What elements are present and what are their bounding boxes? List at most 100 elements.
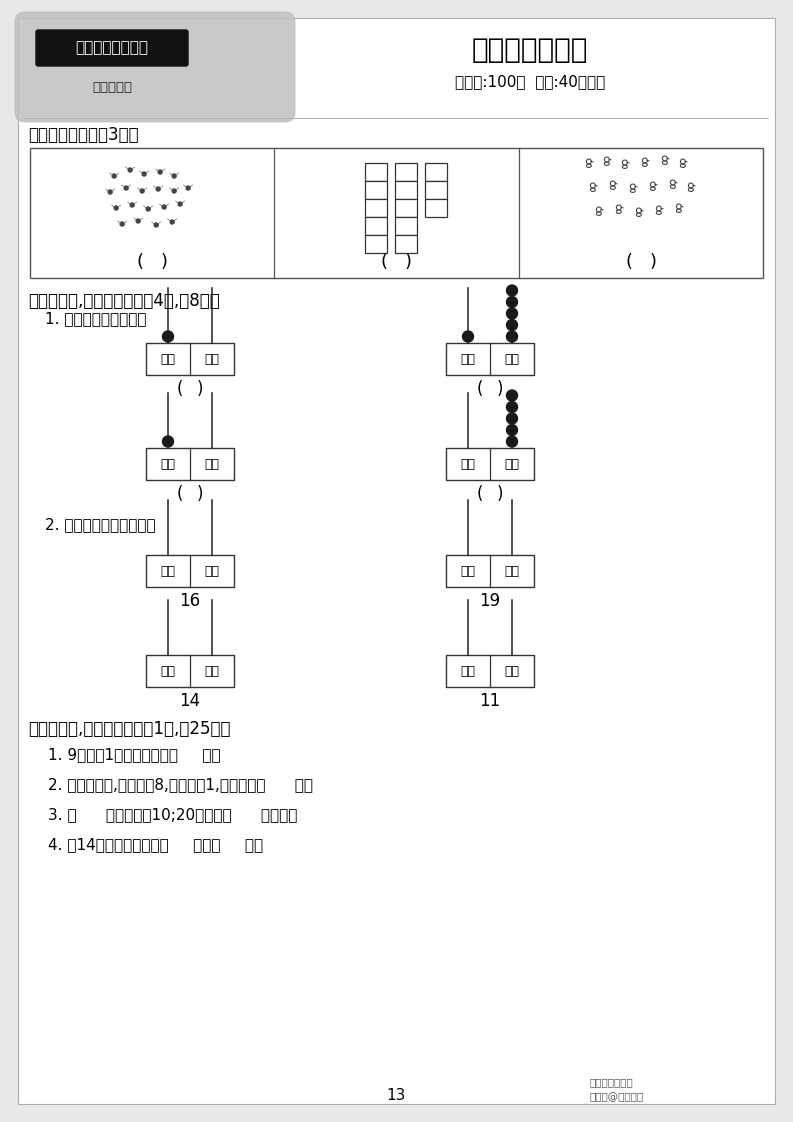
Circle shape: [130, 203, 134, 206]
Text: 十位: 十位: [160, 664, 175, 678]
Text: 三、想一想,填一填。（每硨1分,刑25分）: 三、想一想,填一填。（每硨1分,刑25分）: [28, 720, 231, 738]
Bar: [365, 199, 386, 217]
Circle shape: [507, 402, 518, 413]
Text: 一年级数学（上）: 一年级数学（上）: [75, 40, 148, 55]
Circle shape: [172, 188, 176, 193]
Text: (: (: [177, 485, 183, 503]
Circle shape: [125, 186, 128, 190]
Circle shape: [140, 188, 144, 193]
Circle shape: [462, 331, 473, 342]
Bar: [365, 163, 386, 181]
Circle shape: [507, 390, 518, 401]
Text: (: (: [136, 252, 144, 272]
Circle shape: [172, 174, 176, 178]
Bar: [394, 199, 416, 217]
Bar: [146, 448, 234, 480]
Text: 11: 11: [480, 692, 500, 710]
Text: 十位: 十位: [461, 352, 476, 366]
Text: 十位: 十位: [461, 564, 476, 578]
Circle shape: [146, 206, 150, 211]
Text: 16: 16: [179, 592, 201, 610]
Text: 搜狐号@积精满斗: 搜狐号@积精满斗: [590, 1092, 644, 1102]
Bar: [30, 148, 763, 278]
Text: 1. 写出下图表示的数。: 1. 写出下图表示的数。: [45, 312, 147, 327]
Circle shape: [136, 219, 140, 223]
Circle shape: [507, 285, 518, 296]
Circle shape: [121, 222, 125, 226]
Bar: [146, 555, 234, 587]
Text: 十位: 十位: [461, 664, 476, 678]
Circle shape: [507, 309, 518, 319]
Text: 个位: 个位: [205, 352, 220, 366]
Text: ): ): [161, 252, 167, 272]
Text: 13: 13: [386, 1087, 406, 1103]
Bar: [146, 343, 234, 375]
Text: （满分:100分  时间:40分钟）: （满分:100分 时间:40分钟）: [455, 74, 605, 90]
Text: 十位: 十位: [160, 458, 175, 470]
Text: 个位: 个位: [205, 664, 220, 678]
Circle shape: [142, 172, 146, 176]
Text: 个位: 个位: [205, 458, 220, 470]
Text: (: (: [477, 485, 483, 503]
Circle shape: [162, 205, 167, 209]
FancyBboxPatch shape: [15, 12, 295, 122]
Bar: [446, 655, 534, 687]
Circle shape: [112, 174, 116, 178]
Bar: [424, 181, 446, 199]
Bar: [446, 448, 534, 480]
Text: 一、看图写数。（3分）: 一、看图写数。（3分）: [28, 126, 139, 144]
Text: 3. （      ）个一组成10;20里面有（      ）个十。: 3. （ ）个一组成10;20里面有（ ）个十。: [48, 808, 297, 822]
FancyBboxPatch shape: [36, 30, 188, 66]
Text: ): ): [197, 485, 203, 503]
Circle shape: [170, 220, 174, 224]
Text: (: (: [177, 380, 183, 398]
Circle shape: [178, 202, 182, 206]
Circle shape: [507, 320, 518, 331]
Circle shape: [108, 190, 112, 194]
Circle shape: [507, 296, 518, 307]
Bar: [394, 163, 416, 181]
Circle shape: [507, 331, 518, 342]
Text: 第六单元测评卷: 第六单元测评卷: [472, 36, 588, 64]
Text: 十位: 十位: [461, 458, 476, 470]
Text: 个位: 个位: [504, 352, 519, 366]
Bar: [394, 234, 416, 252]
Text: 个位: 个位: [504, 564, 519, 578]
Text: 14: 14: [179, 692, 201, 710]
Text: 个位: 个位: [504, 664, 519, 678]
Bar: [365, 234, 386, 252]
Circle shape: [163, 436, 174, 447]
Bar: [365, 217, 386, 234]
Circle shape: [154, 223, 158, 227]
Text: 十位: 十位: [160, 564, 175, 578]
Bar: [365, 181, 386, 199]
Circle shape: [163, 331, 174, 342]
Text: 个位: 个位: [504, 458, 519, 470]
Bar: [424, 163, 446, 181]
Text: 个位: 个位: [205, 564, 220, 578]
Bar: [424, 199, 446, 217]
Bar: [394, 181, 416, 199]
Circle shape: [186, 186, 190, 190]
Circle shape: [114, 206, 118, 210]
Text: ): ): [649, 252, 657, 272]
Bar: [394, 217, 416, 234]
Text: （人教版）: （人教版）: [92, 81, 132, 93]
Circle shape: [507, 424, 518, 435]
Circle shape: [507, 436, 518, 447]
Bar: [446, 343, 534, 375]
Text: (: (: [626, 252, 632, 272]
Text: 1. 9个一和1个十合起来是（     ）。: 1. 9个一和1个十合起来是（ ）。: [48, 747, 220, 763]
Bar: [446, 555, 534, 587]
Circle shape: [128, 168, 132, 172]
Text: 4. 和14相邻的两个数是（     ）和（     ）。: 4. 和14相邻的两个数是（ ）和（ ）。: [48, 837, 263, 853]
Text: ): ): [197, 380, 203, 398]
Text: (: (: [381, 252, 388, 272]
Text: ): ): [496, 380, 504, 398]
Text: 二、画一画,填一填。（每题4分,兲8分）: 二、画一画,填一填。（每题4分,兲8分）: [28, 292, 220, 310]
Circle shape: [158, 171, 162, 174]
Text: 中小学满分学苑: 中小学满分学苑: [590, 1077, 634, 1087]
Text: ): ): [405, 252, 412, 272]
Text: ): ): [496, 485, 504, 503]
Bar: [146, 655, 234, 687]
